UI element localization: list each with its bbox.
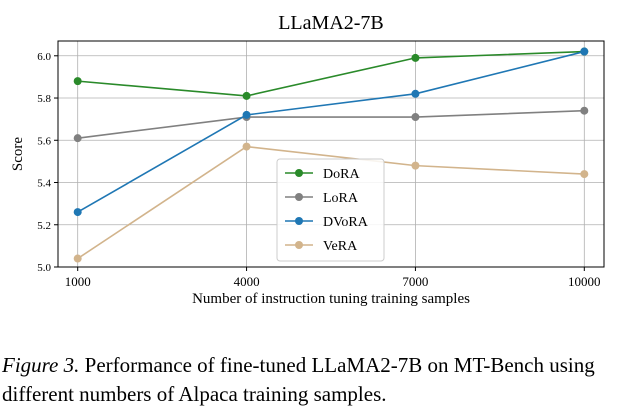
data-point-vera — [73, 254, 82, 263]
series-line-lora — [77, 109, 585, 139]
y-tick-label: 5.4 — [37, 178, 51, 190]
y-tick-label: 5.6 — [37, 135, 51, 147]
x-tick-label: 1000 — [65, 274, 91, 289]
series-line-dora — [77, 50, 585, 97]
data-point-dvora — [580, 47, 589, 56]
legend-marker-lora — [295, 193, 303, 201]
plot-frame — [57, 40, 605, 268]
line-chart: 1000 4000 7000 10000 5.0 5.2 5.4 5.6 5.8 6.0 DoRA… — [10, 12, 605, 307]
legend-label-dora: DoRA — [323, 167, 360, 182]
data-point-dora — [411, 53, 420, 62]
x-axis-label: Number of instruction tuning training sa… — [192, 291, 470, 307]
data-point-lora — [411, 113, 420, 122]
legend-label-lora: LoRA — [323, 191, 359, 206]
legend-marker-vera — [295, 241, 303, 249]
figure-caption: Figure 3. Performance of fine-tuned LLaM… — [2, 351, 634, 409]
data-point-lora — [580, 106, 589, 115]
chart-title: LLaMA2-7B — [278, 12, 384, 34]
figure-label: Figure 3. — [2, 353, 80, 377]
data-point-vera — [411, 161, 420, 170]
data-point-dora — [242, 91, 251, 100]
series-line-vera — [77, 145, 585, 260]
y-tick-label: 5.8 — [37, 93, 51, 105]
x-tick-label: 7000 — [402, 274, 428, 289]
series-line-dvora — [77, 50, 585, 213]
y-tick-label: 6.0 — [37, 51, 51, 63]
legend-marker-dora — [295, 169, 303, 177]
legend-box — [276, 158, 385, 262]
legend-label-vera: VeRA — [323, 239, 358, 254]
y-tick-label: 5.0 — [37, 262, 51, 274]
x-tick-label: 4000 — [234, 274, 260, 289]
axis-ticks: 1000 4000 7000 10000 5.0 5.2 5.4 5.6 5.8 6.0 — [37, 51, 600, 289]
data-point-dora — [73, 77, 82, 86]
data-point-dvora — [242, 110, 251, 119]
x-tick-label: 10000 — [568, 274, 601, 289]
legend: DoRA LoRA DVoRA VeRA — [276, 158, 385, 262]
legend-label-dvora: DVoRA — [323, 215, 369, 230]
data-point-vera — [580, 170, 589, 179]
caption-text: Performance of fine-tuned LLaMA2-7B on M… — [2, 353, 595, 406]
y-axis-label: Score — [10, 137, 26, 171]
data-point-dvora — [411, 89, 420, 98]
data-point-lora — [73, 134, 82, 143]
legend-marker-dvora — [295, 217, 303, 225]
data-point-dvora — [73, 208, 82, 217]
data-point-vera — [242, 142, 251, 151]
y-tick-label: 5.2 — [37, 220, 51, 232]
series-group — [73, 47, 589, 263]
